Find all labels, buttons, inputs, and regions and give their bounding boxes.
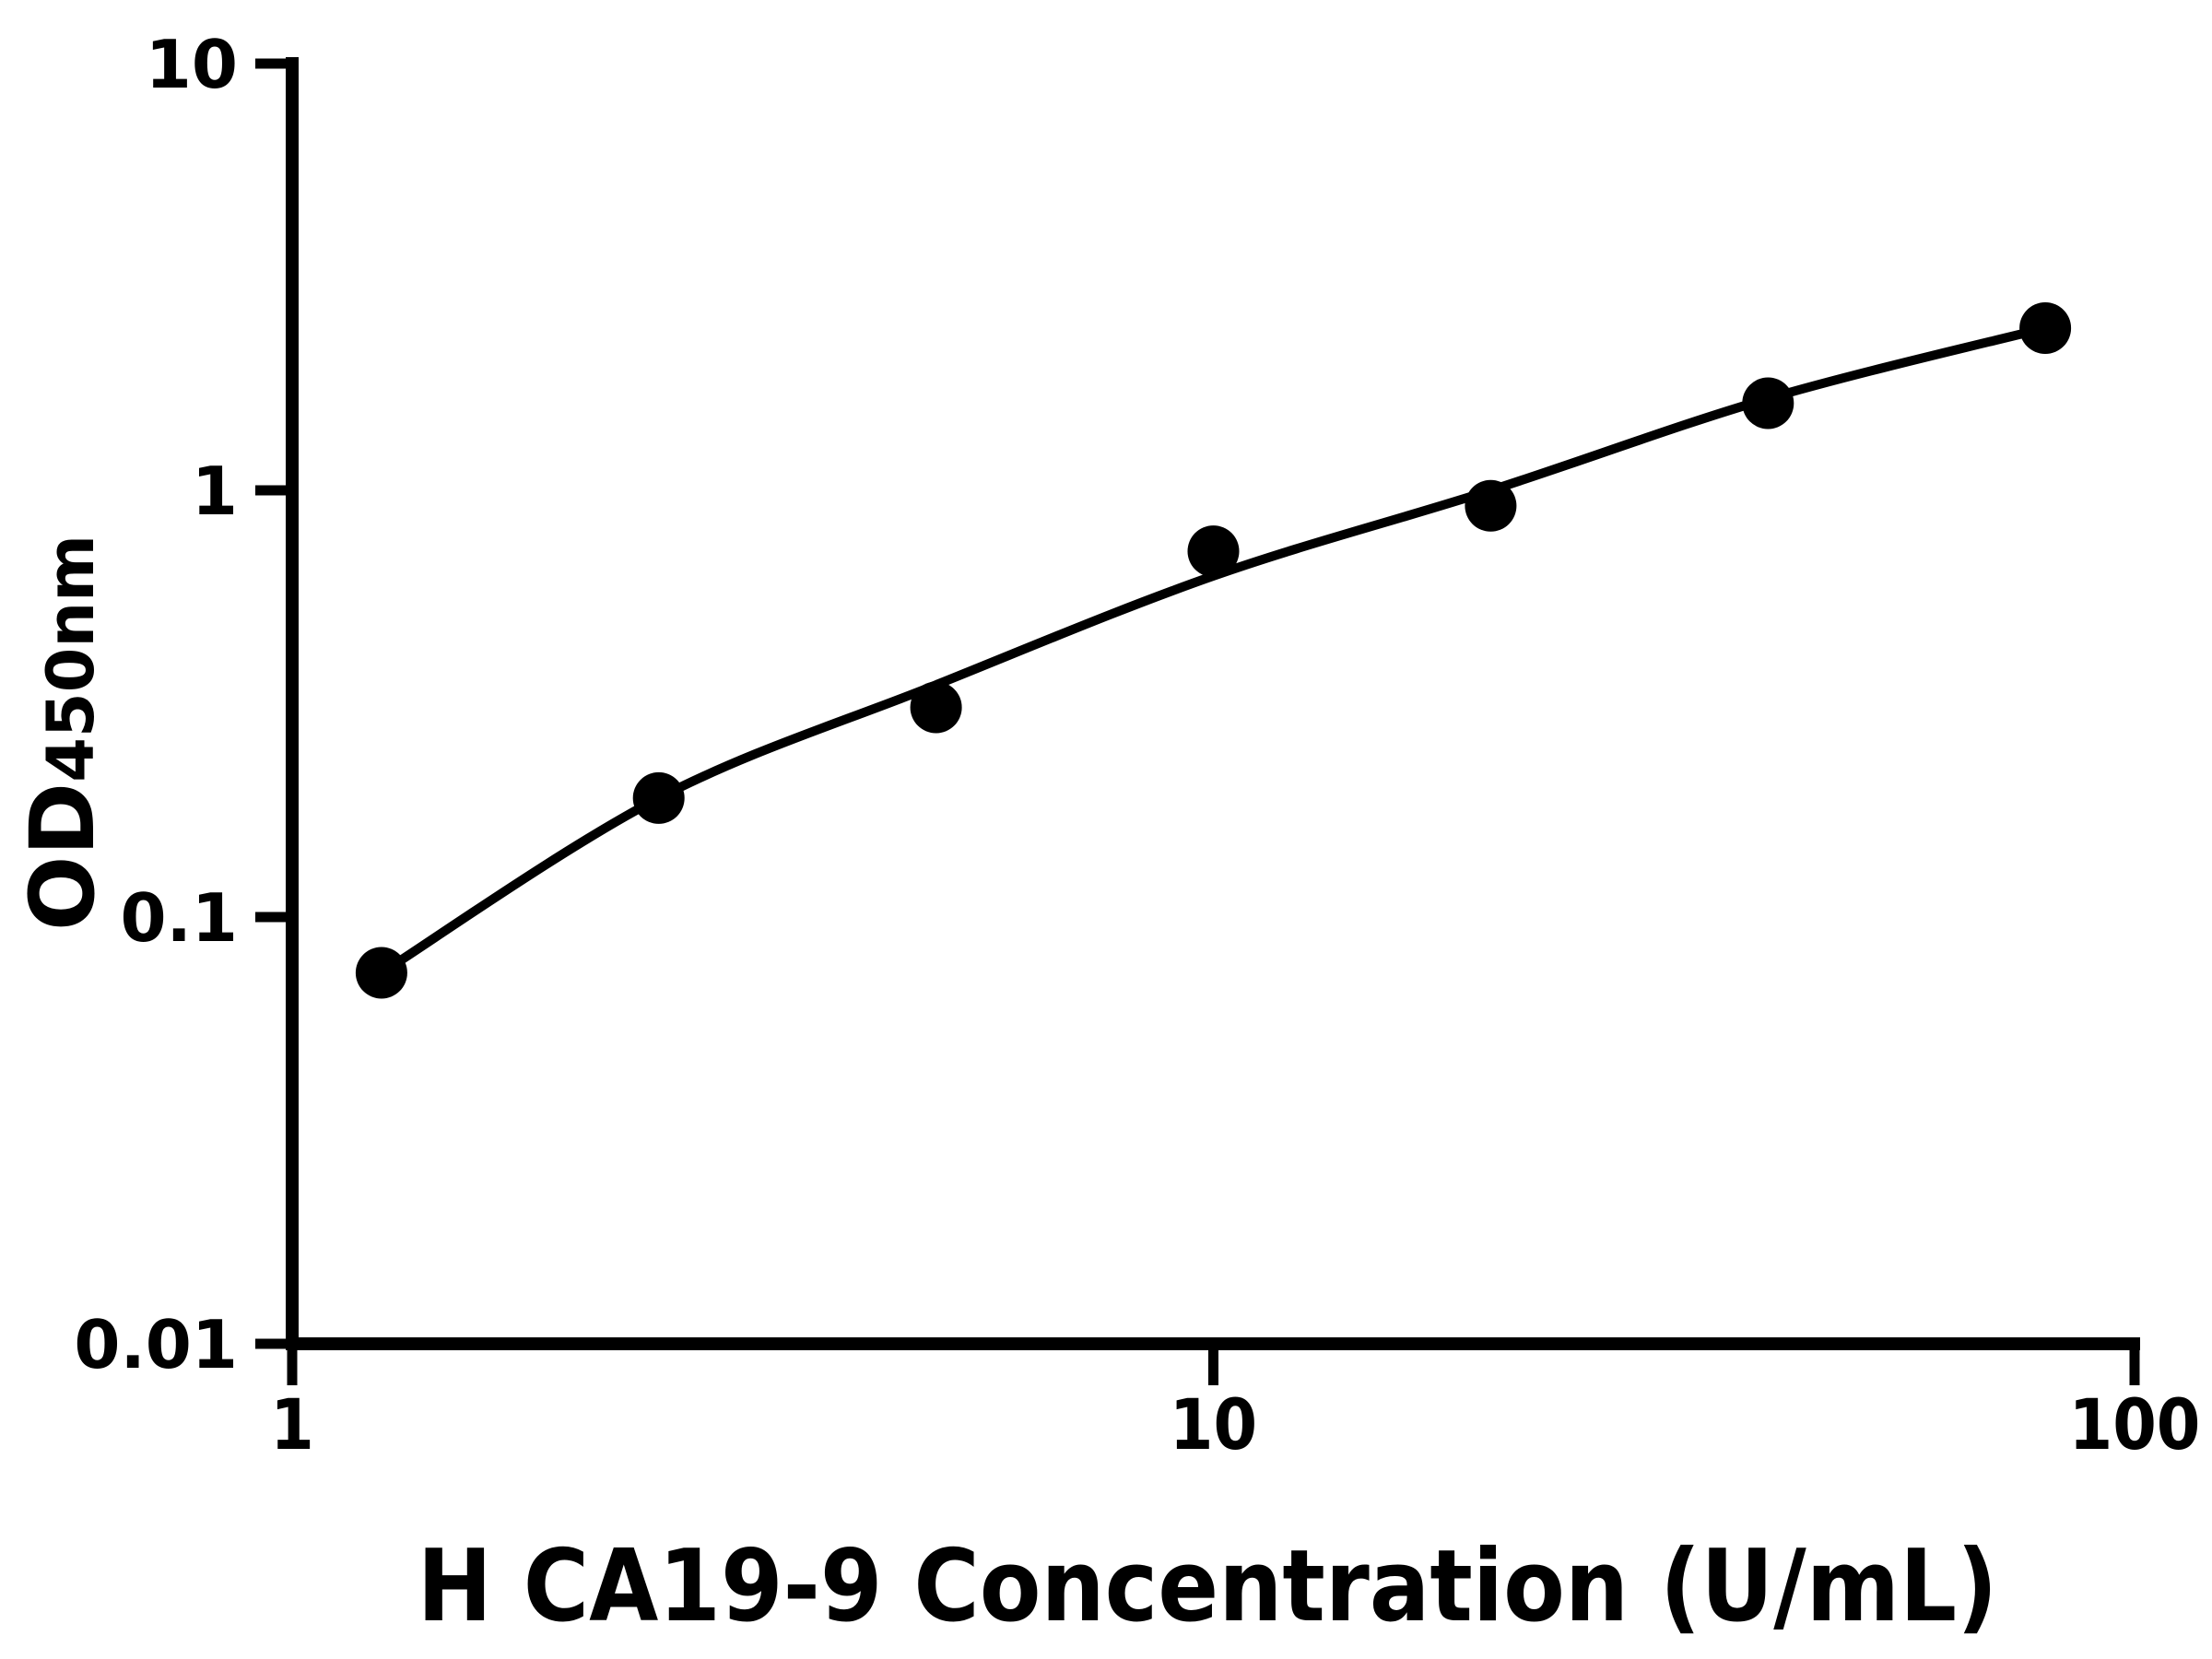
y-tick-label: 1 bbox=[192, 453, 238, 530]
x-axis-title: H CA19-9 Concentration (U/mL) bbox=[418, 1529, 1998, 1644]
data-point bbox=[1742, 377, 1794, 429]
data-point bbox=[910, 681, 962, 734]
data-point bbox=[1465, 479, 1517, 532]
data-point bbox=[632, 771, 685, 824]
y-axis-title-sub: 450nm bbox=[33, 535, 109, 782]
data-point bbox=[355, 947, 407, 999]
x-tick-label: 10 bbox=[1170, 1385, 1257, 1466]
y-tick-label: 10 bbox=[146, 26, 238, 103]
y-axis-title: OD450nm bbox=[11, 535, 114, 931]
data-point bbox=[1187, 525, 1240, 578]
y-tick-group: 10 1 0.1 0.01 bbox=[74, 26, 292, 1383]
x-tick-label: 1 bbox=[270, 1385, 314, 1466]
y-tick-label: 0.1 bbox=[120, 879, 238, 957]
x-tick-label: 100 bbox=[2069, 1385, 2201, 1466]
y-axis-title-main: OD bbox=[11, 782, 114, 931]
y-tick-label: 0.01 bbox=[74, 1306, 238, 1383]
x-tick-group: 1 10 100 bbox=[270, 1344, 2200, 1466]
fit-curve-line bbox=[376, 324, 2051, 978]
data-point-group bbox=[355, 302, 2072, 999]
data-point bbox=[2019, 302, 2072, 354]
